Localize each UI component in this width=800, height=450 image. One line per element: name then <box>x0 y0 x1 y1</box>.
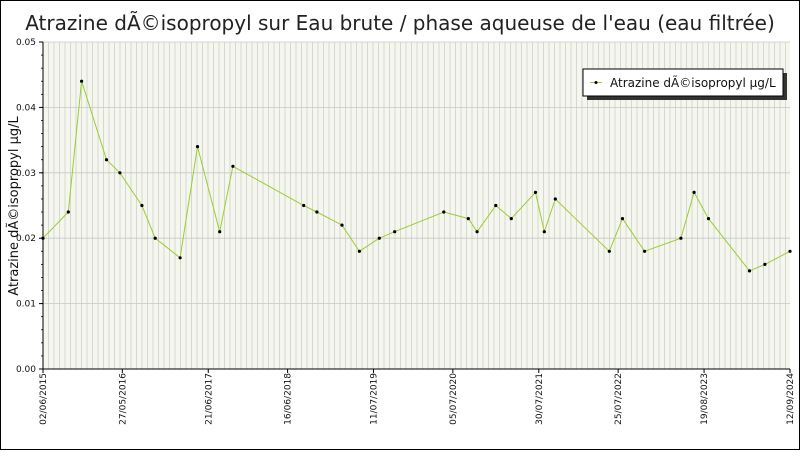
legend: Atrazine dÃ©isopropyl µg/L <box>582 68 787 100</box>
data-point <box>466 217 470 221</box>
data-point <box>218 230 222 234</box>
data-point <box>763 262 767 266</box>
data-point <box>475 230 479 234</box>
x-tick-label: 05/07/2020 <box>449 373 459 425</box>
data-point <box>340 223 344 227</box>
x-tick-label: 25/07/2022 <box>614 373 624 425</box>
series-line <box>42 81 791 272</box>
y-tick-label: 0.03 <box>16 169 36 179</box>
data-point <box>788 249 792 253</box>
x-tick-label: 02/06/2015 <box>39 373 49 425</box>
data-point <box>692 190 696 194</box>
x-tick-label: 30/07/2021 <box>535 373 545 425</box>
data-point <box>302 203 306 208</box>
data-point <box>315 210 319 214</box>
data-point <box>231 164 235 168</box>
data-point <box>140 203 144 208</box>
data-point <box>747 269 752 273</box>
x-tick-label: 19/08/2023 <box>700 373 710 425</box>
data-point <box>509 217 513 221</box>
y-tick-label: 0.02 <box>16 234 36 244</box>
data-point <box>442 210 446 214</box>
y-tick-label: 0.01 <box>16 300 36 310</box>
legend-marker-swatch <box>594 81 598 84</box>
data-point <box>643 249 647 253</box>
y-tick-label: 0.05 <box>16 38 36 48</box>
y-tick-label: 0.00 <box>16 365 36 375</box>
data-point <box>357 249 361 253</box>
x-tick-label: 27/05/2016 <box>118 373 128 425</box>
x-tick-label: 21/06/2017 <box>204 373 214 425</box>
data-point <box>620 217 625 221</box>
data-point <box>41 236 45 240</box>
data-point <box>118 171 122 175</box>
data-point <box>494 203 498 208</box>
data-point <box>195 145 200 149</box>
data-point <box>679 236 683 240</box>
data-point <box>607 249 611 253</box>
x-tick-label: 11/07/2019 <box>370 373 380 425</box>
data-point <box>542 230 546 234</box>
data-point <box>533 190 538 194</box>
series-layer <box>41 79 792 273</box>
axes: 0.00 0.01 0.02 0.03 0.04 0.05 02/06/2015 27/05/… <box>16 38 796 425</box>
data-point <box>377 236 381 240</box>
data-point <box>153 236 157 240</box>
data-point <box>80 79 84 83</box>
legend-box <box>582 68 784 97</box>
chart-title: Atrazine dÃ©isopropyl sur Eau brute / ph… <box>25 11 775 35</box>
x-tick-label: 12/09/2024 <box>786 373 796 425</box>
data-point <box>104 158 109 162</box>
x-tick-label: 16/06/2018 <box>284 373 294 425</box>
y-tick-label: 0.04 <box>16 103 36 113</box>
data-point <box>393 230 397 234</box>
data-point <box>178 256 182 260</box>
data-point <box>66 210 70 214</box>
data-point <box>706 217 711 221</box>
y-axis-label: Atrazine dÃ©isopropyl µg/L <box>6 116 22 296</box>
legend-label: Atrazine dÃ©isopropyl µg/L <box>610 75 776 90</box>
data-point <box>553 197 557 201</box>
